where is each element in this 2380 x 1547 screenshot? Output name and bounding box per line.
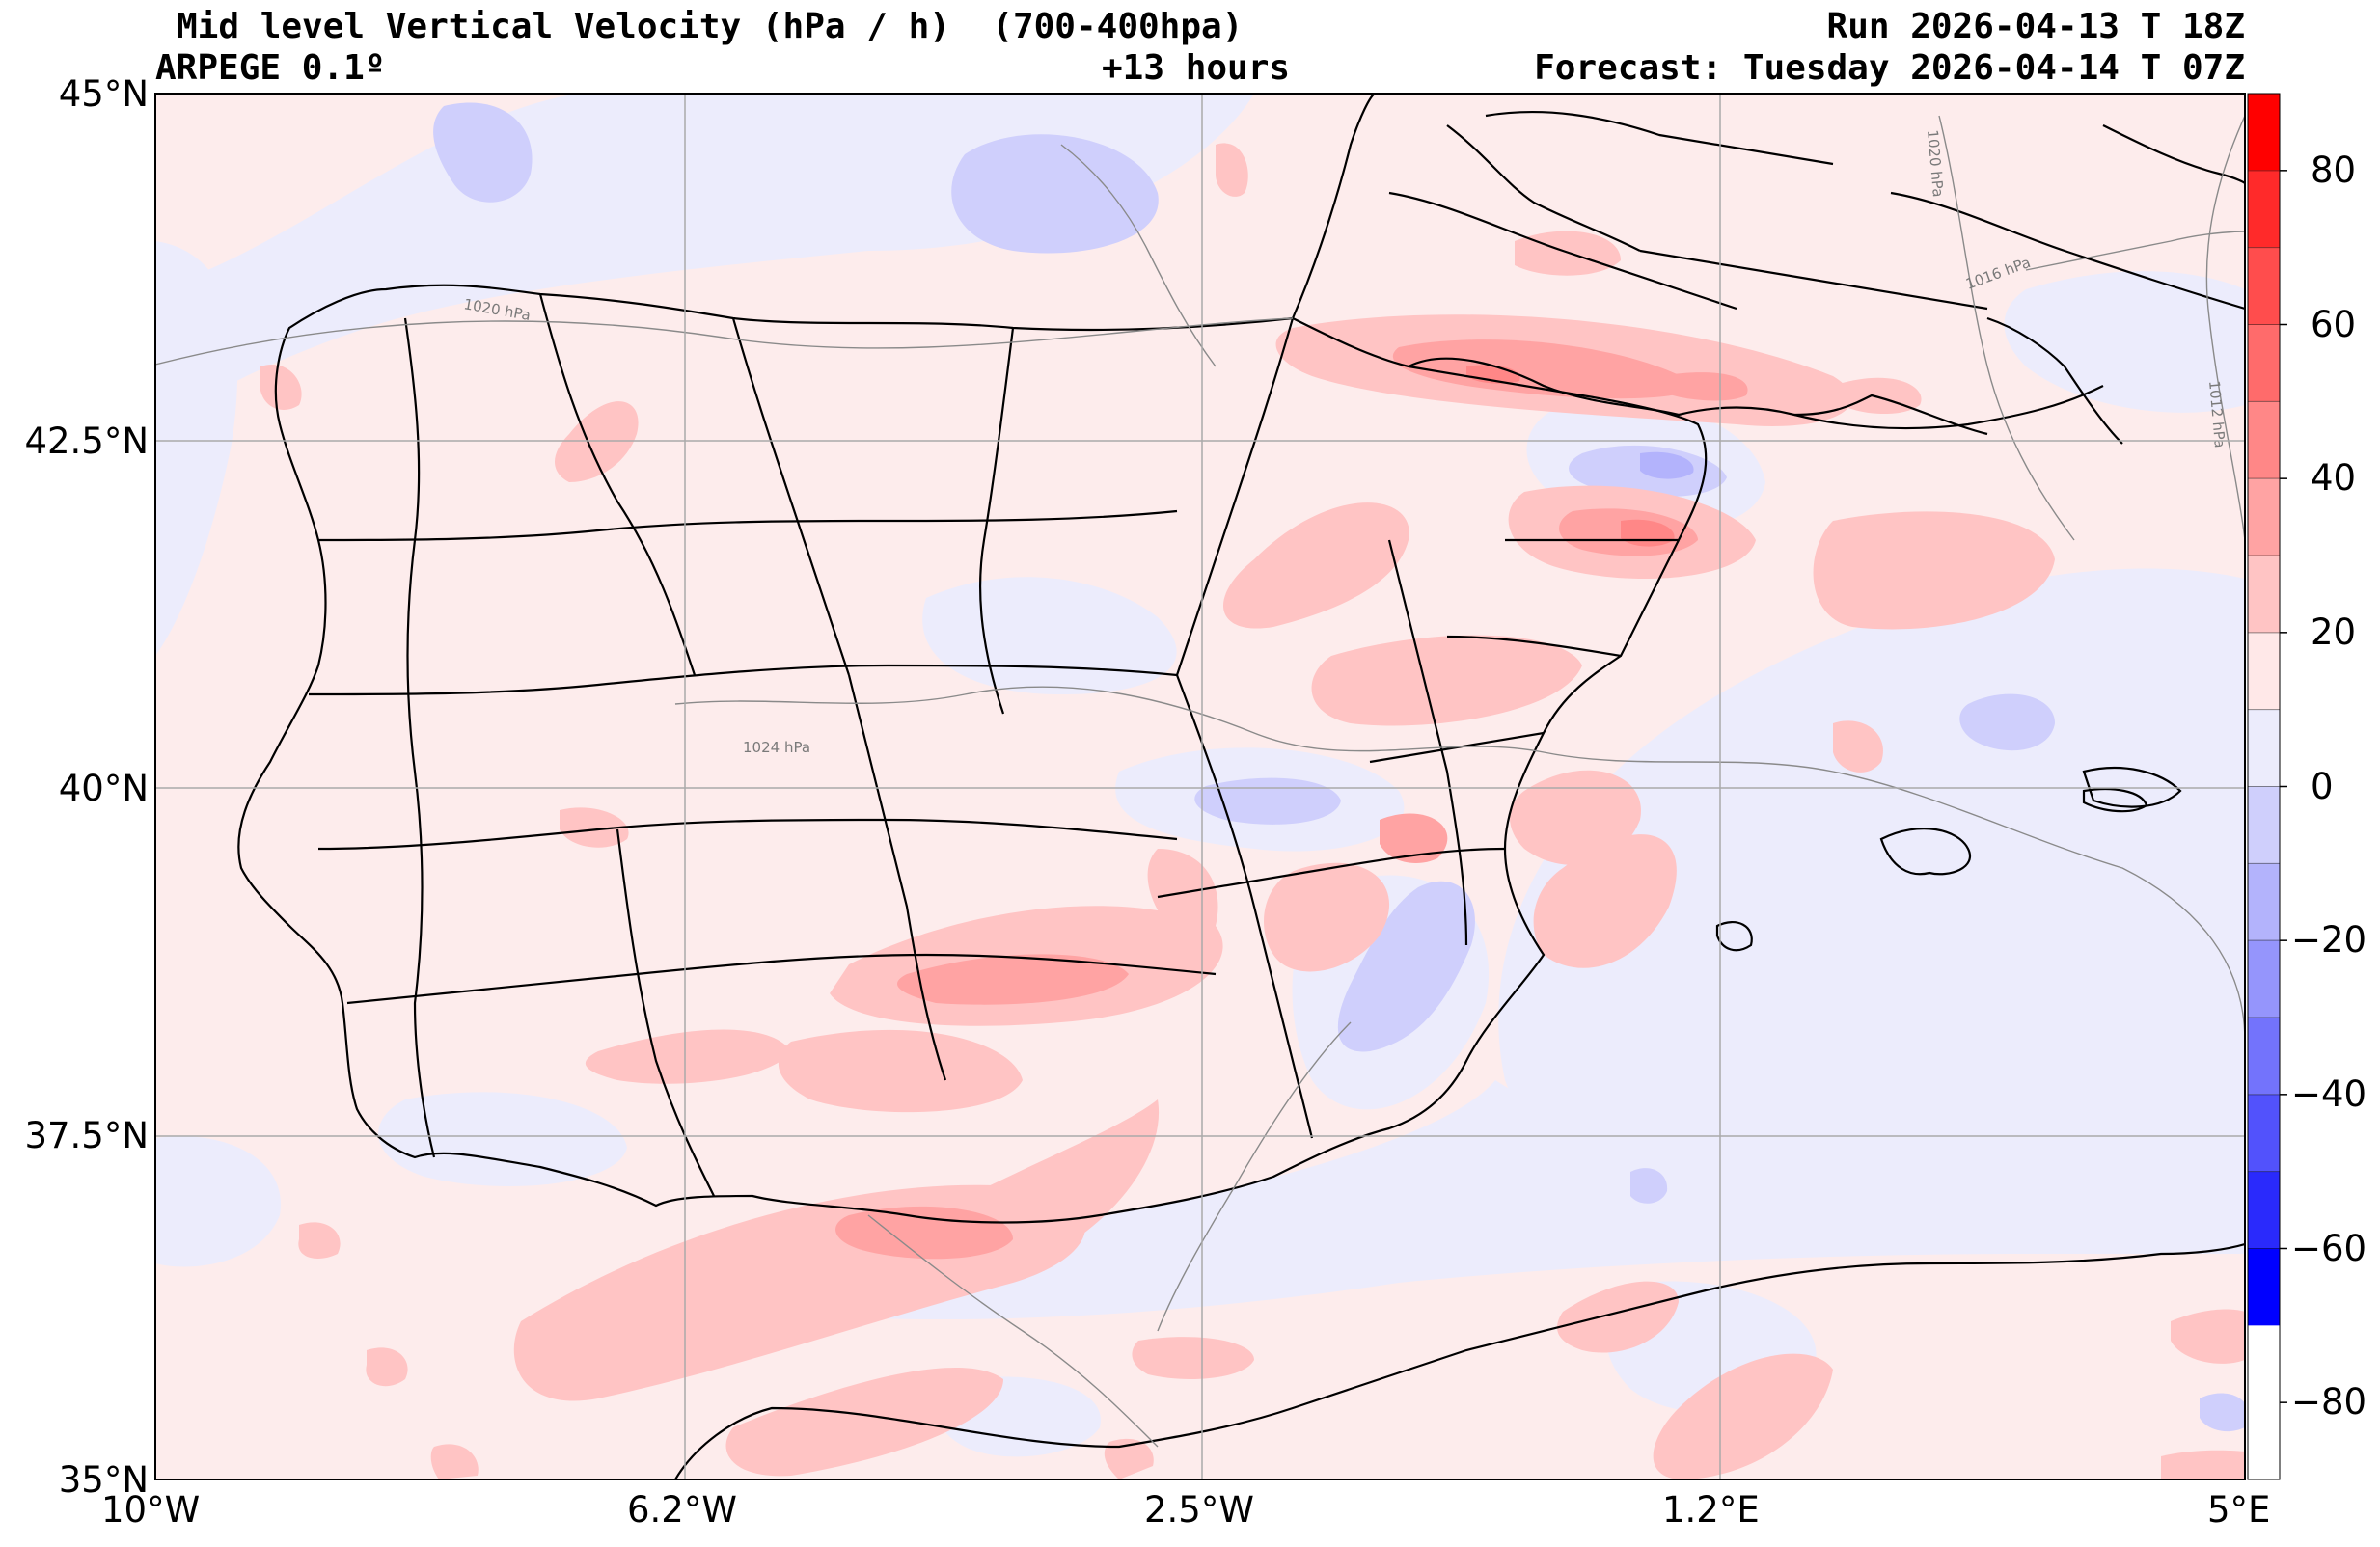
colorbar-tick-label: 0 [2311,765,2334,807]
gridlines [155,94,2245,1479]
colorbar-tick-label: −80 [2291,1381,2367,1424]
colorbar-tick-label: −60 [2291,1227,2367,1269]
boundaries [237,94,2245,1479]
colorbar-segment [2248,324,2280,402]
lon-tick-label: 2.5°W [1144,1489,1254,1531]
map-title: Mid level Vertical Velocity (hPa / h) (7… [177,7,1244,46]
colorbar-tick-label: 40 [2311,457,2357,500]
colorbar-segment [2248,1094,2280,1172]
lon-tick-label: 5°E [2207,1489,2271,1531]
colorbar-segment [2248,940,2280,1018]
run-time: Run 2026-04-13 T 18Z [1826,7,2245,46]
moderate-descent-regions [835,339,1748,1260]
colorbar [2247,93,2287,1480]
colorbar-segment [2248,247,2280,325]
colorbar-segment [2248,556,2280,633]
colorbar-segment [2248,1248,2280,1326]
lat-tick-label: 42.5°N [24,421,149,462]
lat-tick-label: 40°N [58,768,149,809]
colorbar-tick-label: 60 [2311,303,2357,345]
isobar-label: 1024 hPa [743,739,810,756]
lat-tick-label: 37.5°N [24,1115,149,1156]
colorbar-tick-label: 80 [2311,149,2357,191]
lon-tick-label: 10°W [101,1489,201,1531]
colorbar-segment [2248,786,2280,864]
colorbar-segment [2248,632,2280,710]
colorbar-tick-label: 20 [2311,611,2357,653]
colorbar-tick-label: −20 [2291,919,2367,962]
colorbar-segment [2248,94,2280,171]
strong-ascent-regions [1640,451,1694,479]
colorbar-segment [2248,709,2280,787]
colorbar-segment [2248,478,2280,556]
colorbar-segment [2248,863,2280,941]
colorbar-segment [2248,1171,2280,1249]
colorbar-segment [2248,1018,2280,1095]
lat-tick-label: 35°N [58,1459,149,1501]
model-label: ARPEGE 0.1º [155,48,386,88]
lon-tick-label: 6.2°W [627,1489,737,1531]
lat-tick-label: 45°N [58,73,149,115]
colorbar-segment [2248,401,2280,479]
isobars [155,115,2245,1448]
colorbar-segment [2248,170,2280,248]
plot-frame [154,93,2246,1480]
lon-tick-label: 1.2°E [1662,1489,1760,1531]
forecast-time: Forecast: Tuesday 2026-04-14 T 07Z [1534,48,2245,88]
colorbar-tick-label: −40 [2291,1072,2367,1115]
lead-time: +13 hours [1102,48,1291,88]
